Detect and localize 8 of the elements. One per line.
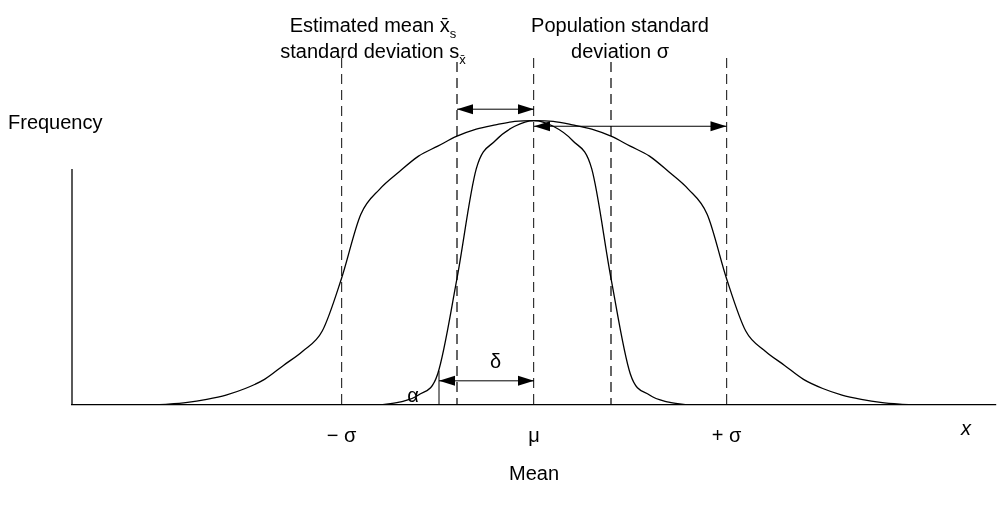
text: deviation σ	[571, 40, 670, 62]
x-tick-label: − σ	[326, 423, 357, 446]
text: Population standard	[531, 14, 709, 36]
x-axis-title: x	[960, 417, 972, 439]
annotation: δ	[489, 350, 502, 373]
x-tick-label: μ Mean	[508, 423, 560, 484]
y-axis-title: Frequency	[8, 111, 103, 134]
x-tick-label: + σ	[711, 423, 742, 446]
